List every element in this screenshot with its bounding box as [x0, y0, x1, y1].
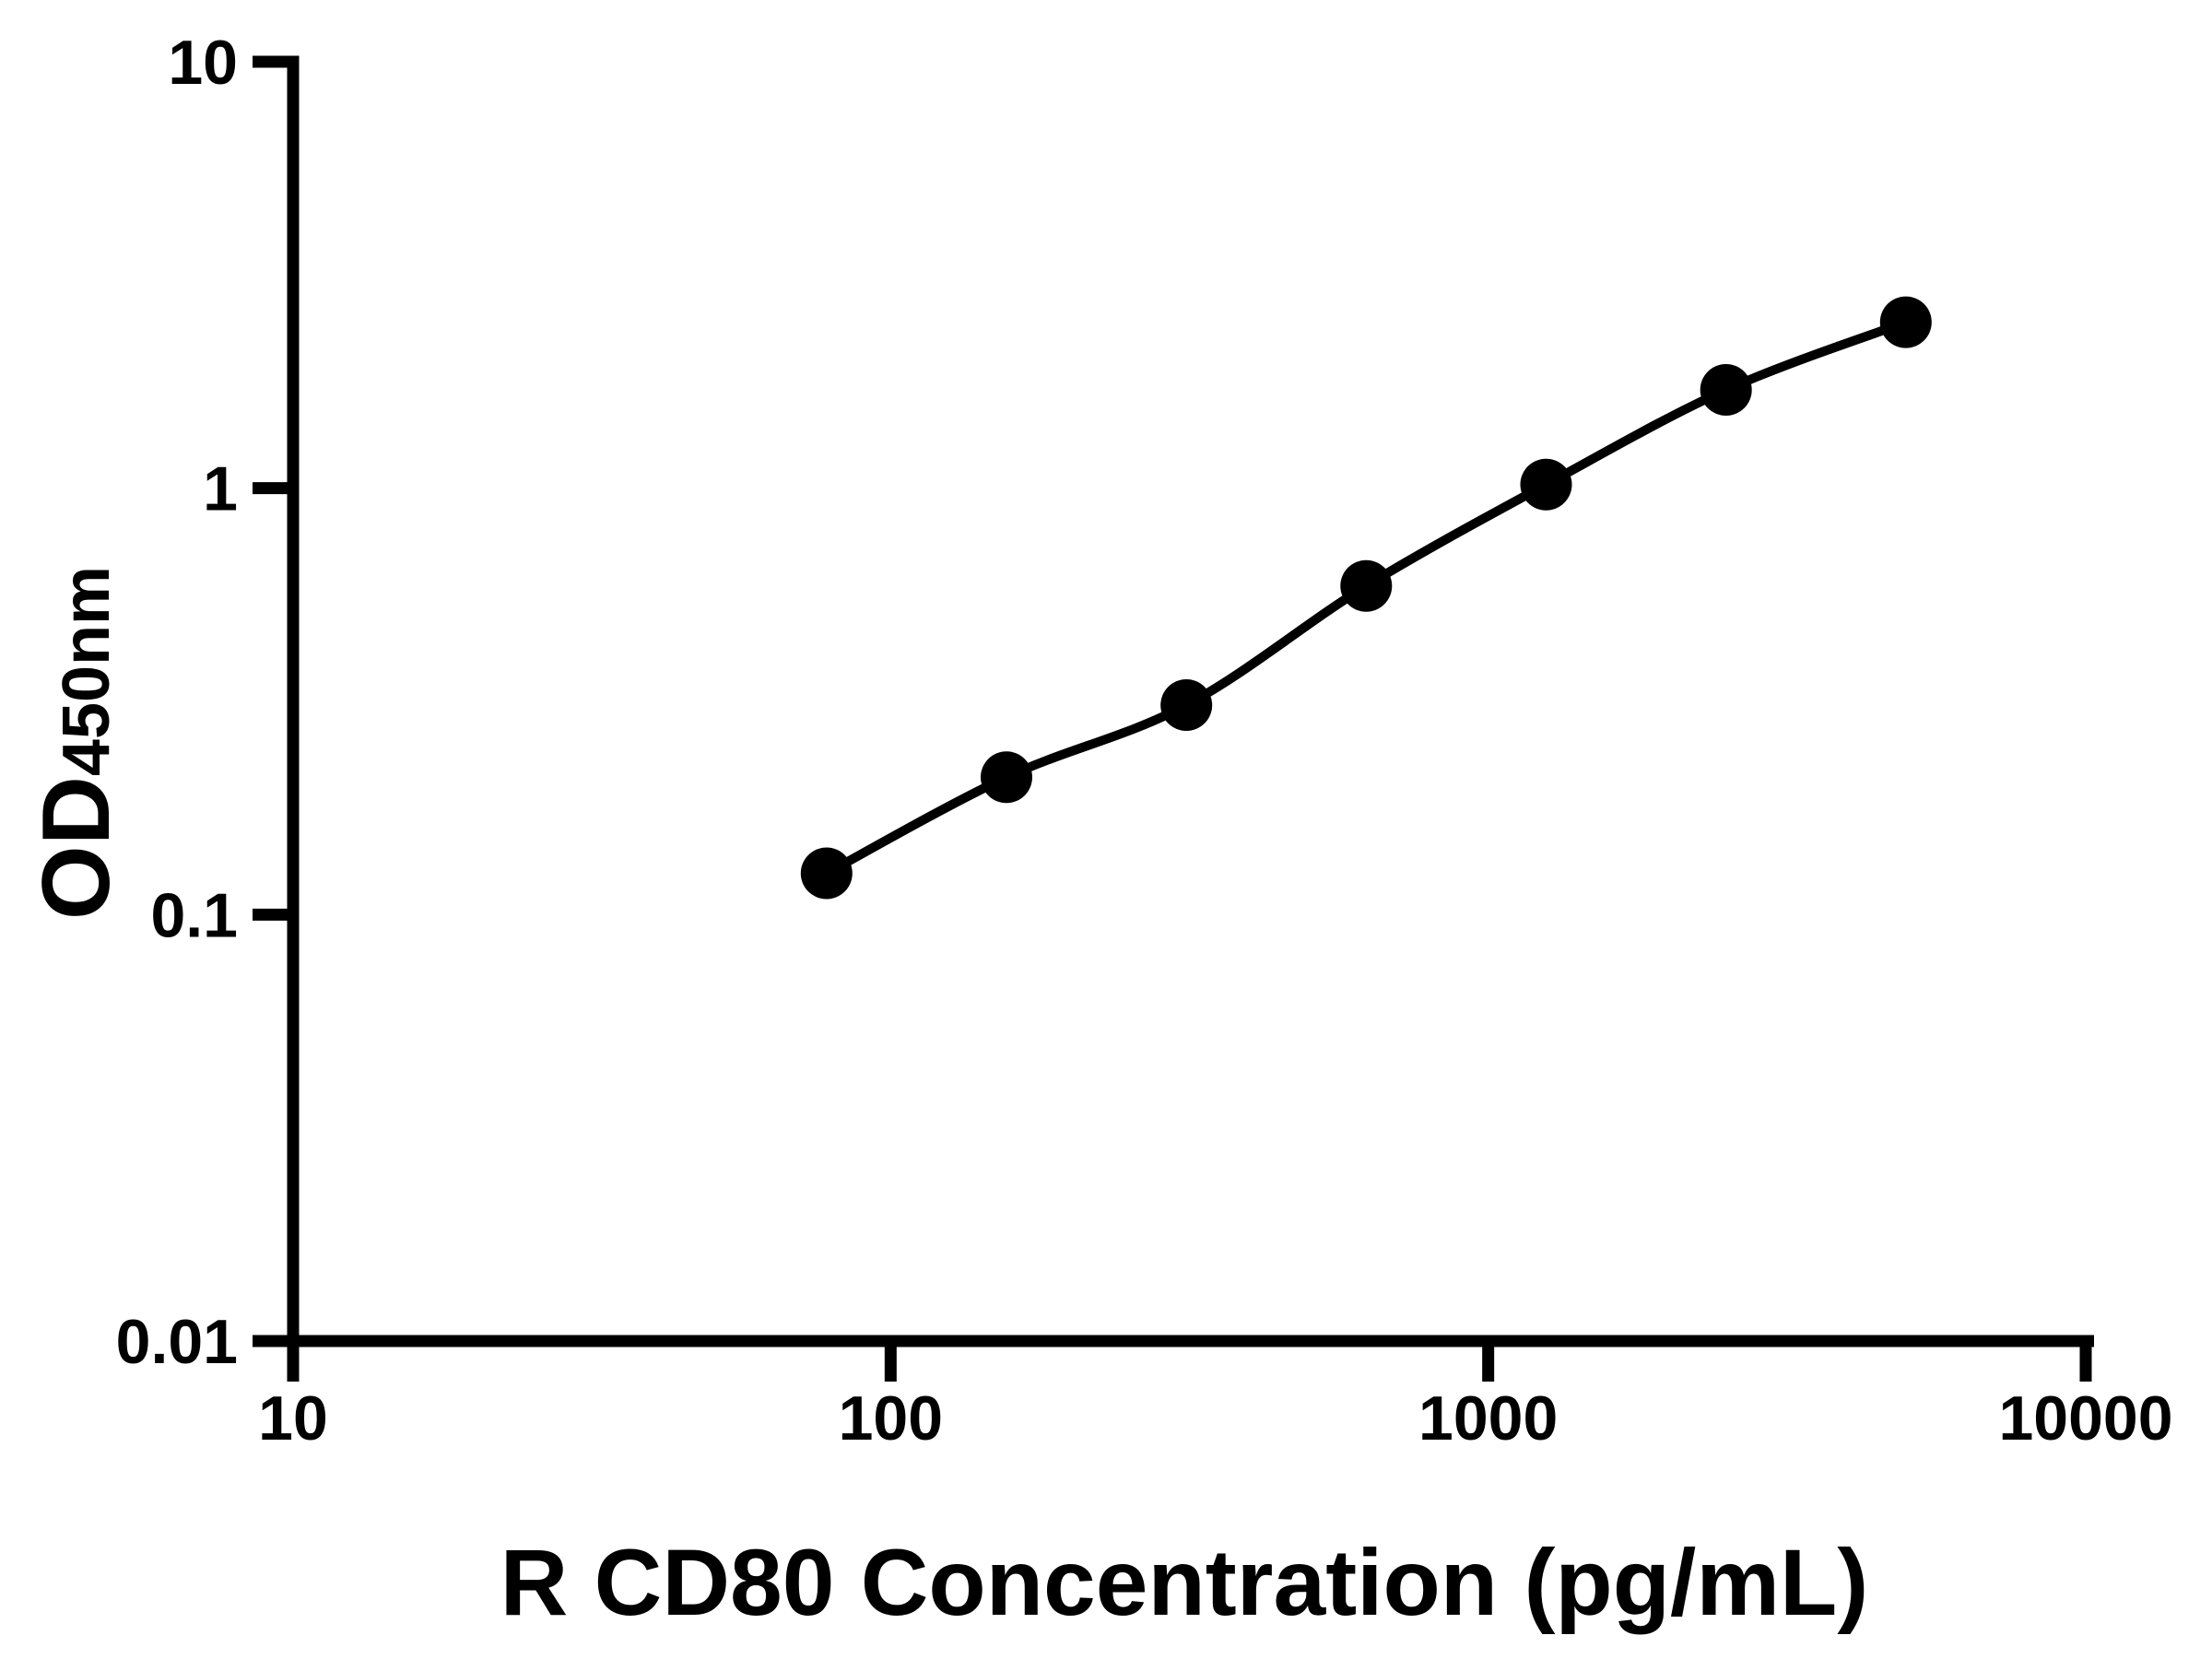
x-ticks: [287, 1341, 2092, 1382]
y-tick-label-10: 10: [168, 28, 238, 98]
y-axis-title-main: OD: [23, 776, 130, 920]
y-axis-title: OD450nm: [23, 566, 130, 920]
data-point-2: [1160, 679, 1213, 731]
data-point-4: [1520, 458, 1572, 511]
data-point-5: [1700, 364, 1752, 416]
y-axis-title-subscript: 450nm: [50, 566, 124, 776]
x-tick-labels: 10 100 1000 10000: [258, 1383, 2172, 1453]
data-point-6: [1879, 296, 1932, 348]
y-tick-label-1: 1: [203, 454, 238, 524]
y-tick-label-0.1: 0.1: [150, 880, 238, 950]
y-ticks: [253, 55, 293, 1347]
axes: [287, 55, 2094, 1347]
data-point-1: [981, 751, 1032, 804]
y-tick-label-0.01: 0.01: [116, 1307, 238, 1377]
x-tick-label-100: 100: [839, 1383, 943, 1453]
data-point-3: [1340, 559, 1393, 612]
data-point-0: [800, 847, 853, 900]
x-tick-label-10: 10: [258, 1383, 328, 1453]
y-tick-labels: 10 1 0.1 0.01: [116, 28, 238, 1377]
standard-curve-series: [800, 296, 1932, 900]
x-axis-title: R CD80 Concentration (pg/mL): [500, 1530, 1869, 1635]
x-tick-label-1000: 1000: [1418, 1383, 1558, 1453]
x-tick-label-10000: 10000: [1998, 1383, 2172, 1453]
